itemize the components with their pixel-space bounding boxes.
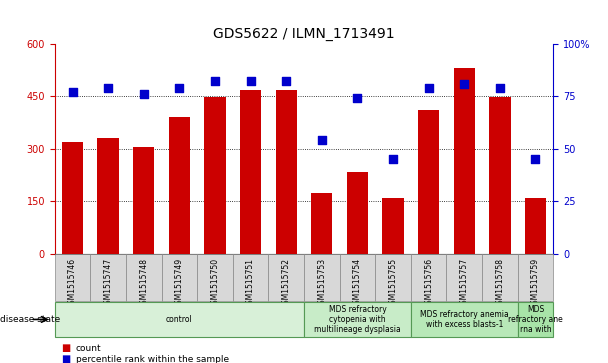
Point xyxy=(67,89,77,95)
Point xyxy=(210,78,220,84)
Text: MDS refractory anemia
with excess blasts-1: MDS refractory anemia with excess blasts… xyxy=(420,310,509,329)
Text: GSM1515751: GSM1515751 xyxy=(246,258,255,309)
Text: GSM1515746: GSM1515746 xyxy=(68,258,77,309)
Title: GDS5622 / ILMN_1713491: GDS5622 / ILMN_1713491 xyxy=(213,27,395,41)
Bar xyxy=(197,254,233,301)
Bar xyxy=(517,302,553,337)
Bar xyxy=(411,254,446,301)
Bar xyxy=(268,254,304,301)
Text: disease state: disease state xyxy=(0,315,60,324)
Bar xyxy=(126,254,162,301)
Bar xyxy=(55,254,91,301)
Bar xyxy=(168,117,190,254)
Bar xyxy=(97,138,119,254)
Text: MDS
refractory ane
rna with: MDS refractory ane rna with xyxy=(508,305,563,334)
Point xyxy=(388,156,398,162)
Point xyxy=(246,78,255,84)
Bar xyxy=(375,254,411,301)
Text: GSM1515753: GSM1515753 xyxy=(317,258,326,309)
Bar xyxy=(454,68,475,254)
Bar xyxy=(62,142,83,254)
Text: GSM1515747: GSM1515747 xyxy=(103,258,112,309)
Text: GSM1515752: GSM1515752 xyxy=(282,258,291,309)
Bar xyxy=(240,90,261,254)
Text: GSM1515749: GSM1515749 xyxy=(175,258,184,309)
Text: percentile rank within the sample: percentile rank within the sample xyxy=(76,355,229,363)
Bar xyxy=(304,302,411,337)
Bar xyxy=(411,302,517,337)
Point xyxy=(531,156,541,162)
Point xyxy=(317,138,326,143)
Text: GSM1515757: GSM1515757 xyxy=(460,258,469,309)
Bar xyxy=(233,254,268,301)
Text: GSM1515755: GSM1515755 xyxy=(389,258,398,309)
Point xyxy=(424,85,434,91)
Bar xyxy=(525,198,546,254)
Point xyxy=(353,95,362,101)
Bar xyxy=(446,254,482,301)
Text: count: count xyxy=(76,344,102,353)
Text: ■: ■ xyxy=(61,343,70,354)
Bar xyxy=(340,254,375,301)
Bar xyxy=(162,254,197,301)
Text: GSM1515754: GSM1515754 xyxy=(353,258,362,309)
Bar xyxy=(204,97,226,254)
Bar xyxy=(311,193,333,254)
Point xyxy=(282,78,291,84)
Text: GSM1515750: GSM1515750 xyxy=(210,258,219,309)
Point xyxy=(139,91,148,97)
Point xyxy=(103,85,113,91)
Point xyxy=(495,85,505,91)
Bar xyxy=(133,147,154,254)
Bar xyxy=(382,198,404,254)
Bar xyxy=(55,302,304,337)
Text: ■: ■ xyxy=(61,354,70,363)
Bar xyxy=(489,97,511,254)
Point xyxy=(174,85,184,91)
Text: control: control xyxy=(166,315,193,324)
Point xyxy=(460,81,469,86)
Bar xyxy=(347,172,368,254)
Text: GSM1515756: GSM1515756 xyxy=(424,258,433,309)
Bar xyxy=(304,254,340,301)
Bar xyxy=(91,254,126,301)
Bar xyxy=(482,254,517,301)
Text: GSM1515758: GSM1515758 xyxy=(496,258,505,309)
Text: GSM1515748: GSM1515748 xyxy=(139,258,148,309)
Bar xyxy=(517,254,553,301)
Bar xyxy=(418,110,440,254)
Bar xyxy=(275,90,297,254)
Text: GSM1515759: GSM1515759 xyxy=(531,258,540,309)
Text: MDS refractory
cytopenia with
multilineage dysplasia: MDS refractory cytopenia with multilinea… xyxy=(314,305,401,334)
